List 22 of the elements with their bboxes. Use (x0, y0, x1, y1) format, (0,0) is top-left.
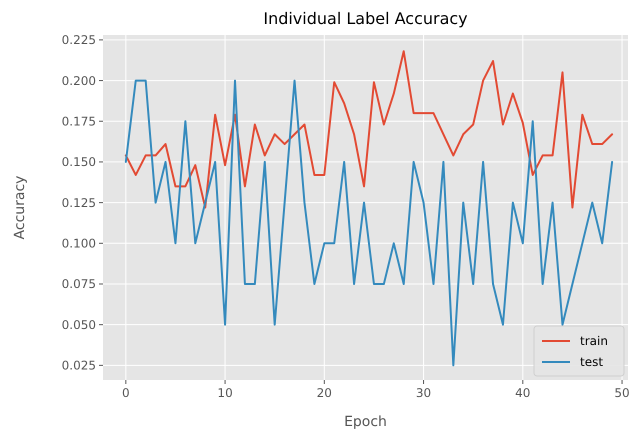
legend-label: train (580, 334, 608, 348)
x-tick-label: 40 (515, 386, 530, 400)
x-tick-label: 30 (416, 386, 432, 400)
line-series (124, 80, 614, 366)
y-tick-label: 0.175 (62, 114, 96, 128)
y-tick-label: 0.025 (62, 358, 96, 373)
y-tick-label: 0.125 (62, 196, 96, 210)
legend-label: test (580, 355, 604, 370)
line-series (124, 50, 614, 208)
y-tick-label: 0.050 (62, 318, 96, 332)
x-tick-label: 0 (122, 386, 130, 400)
y-tick-label: 0.100 (62, 236, 96, 250)
x-tick-label: 10 (217, 386, 233, 400)
x-tick-label: 20 (316, 386, 332, 400)
x-tick-label: 50 (614, 386, 630, 400)
y-tick-label: 0.200 (62, 74, 96, 88)
y-tick-label: 0.075 (62, 277, 96, 292)
x-axis-title: Epoch (344, 414, 387, 430)
y-axis-title: Accuracy (12, 176, 28, 240)
chart-title: Individual Label Accuracy (263, 9, 468, 28)
y-tick-label: 0.225 (62, 33, 96, 48)
y-tick-label: 0.150 (62, 155, 96, 170)
